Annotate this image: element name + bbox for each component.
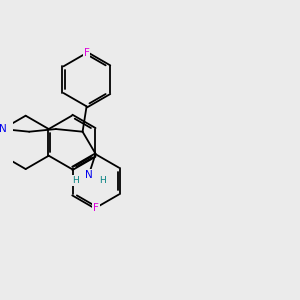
Text: N: N (0, 124, 6, 134)
Text: N: N (85, 169, 93, 180)
Text: H: H (72, 176, 79, 185)
Text: F: F (84, 48, 89, 58)
Text: H: H (99, 176, 106, 185)
Text: F: F (93, 203, 99, 213)
